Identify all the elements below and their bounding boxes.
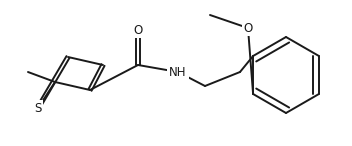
Text: O: O: [243, 21, 253, 34]
Text: S: S: [34, 101, 42, 114]
Text: NH: NH: [169, 66, 187, 79]
Text: O: O: [133, 24, 143, 36]
